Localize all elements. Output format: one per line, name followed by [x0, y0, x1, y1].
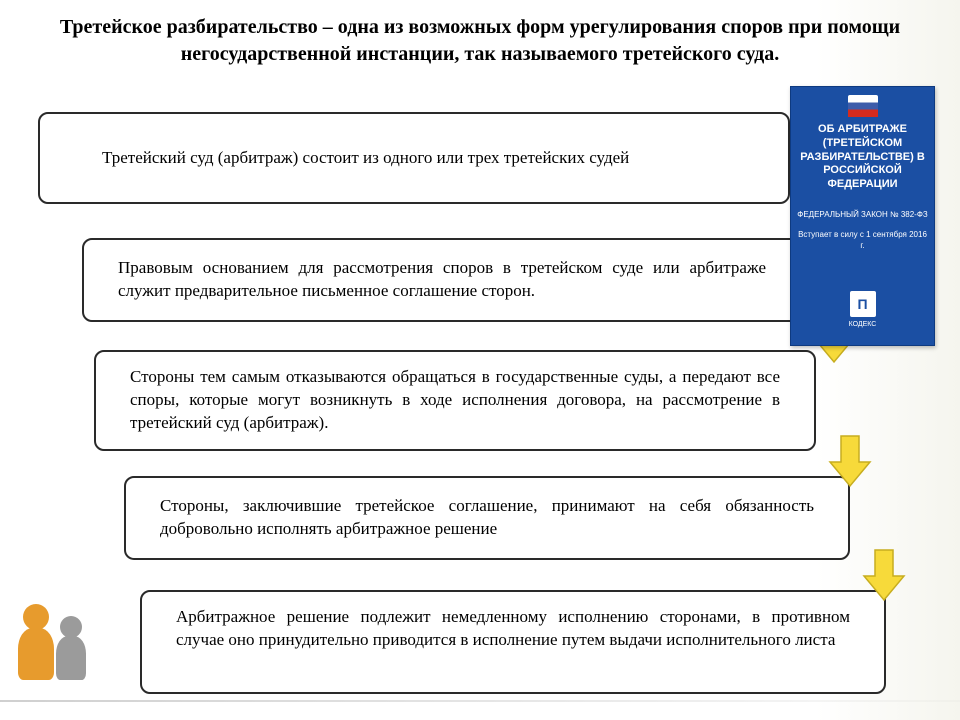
info-box-4: Стороны, заключившие третейское соглашен…: [124, 476, 850, 560]
info-box-text: Арбитражное решение подлежит немедленном…: [176, 606, 850, 652]
book-date: Вступает в силу с 1 сентября 2016 г.: [797, 230, 928, 251]
arrow-down-icon: [828, 434, 872, 488]
info-box-text: Правовым основанием для рассмотрения спо…: [118, 257, 766, 303]
book-title: ОБ АРБИТРАЖЕ (ТРЕТЕЙСКОМ РАЗБИРАТЕЛЬСТВЕ…: [797, 123, 928, 192]
book-cover: ОБ АРБИТРАЖЕ (ТРЕТЕЙСКОМ РАЗБИРАТЕЛЬСТВЕ…: [790, 86, 935, 346]
flag-icon: [848, 95, 878, 117]
info-box-text: Стороны тем самым отказываются обращатьс…: [130, 366, 780, 435]
info-box-1: Третейский суд (арбитраж) состоит из одн…: [38, 112, 790, 204]
baseline-decoration: [0, 700, 960, 702]
info-box-text: Стороны, заключившие третейское соглашен…: [160, 495, 814, 541]
info-box-3: Стороны тем самым отказываются обращатьс…: [94, 350, 816, 451]
info-box-text: Третейский суд (арбитраж) состоит из одн…: [74, 147, 629, 170]
book-publisher: КОДЕКС: [797, 321, 928, 328]
book-subtitle: ФЕДЕРАЛЬНЫЙ ЗАКОН № 382-ФЗ: [797, 210, 928, 220]
info-box-2: Правовым основанием для рассмотрения спо…: [82, 238, 802, 322]
people-icon: [18, 550, 98, 680]
arrow-down-icon: [862, 548, 906, 602]
page-title: Третейское разбирательство – одна из воз…: [0, 0, 960, 76]
info-box-5: Арбитражное решение подлежит немедленном…: [140, 590, 886, 694]
book-publisher-logo: П: [850, 291, 876, 317]
